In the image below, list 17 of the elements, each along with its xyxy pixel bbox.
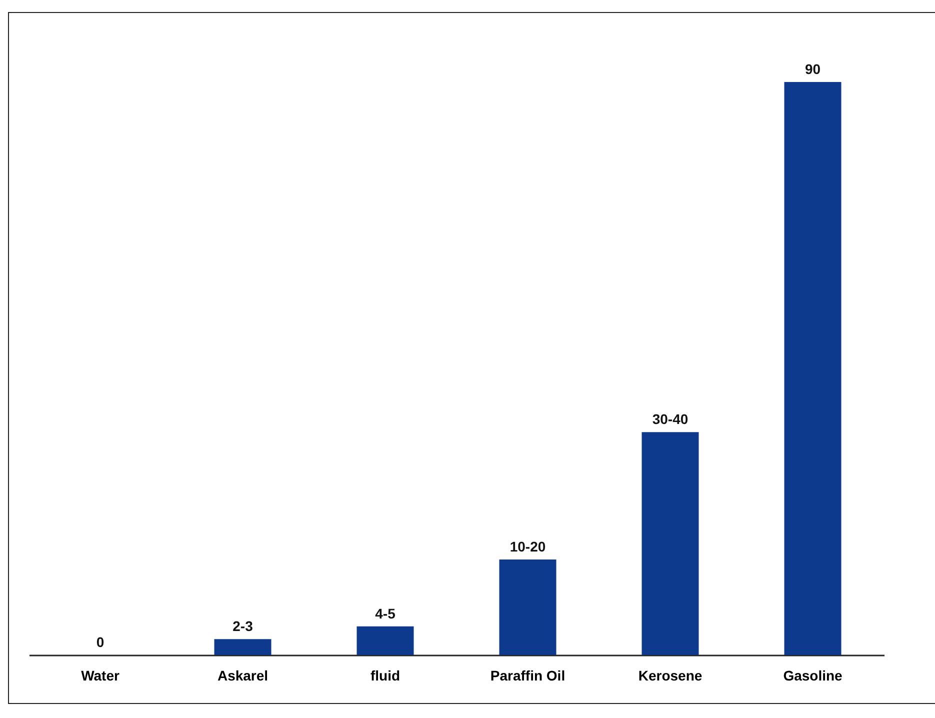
bar bbox=[499, 560, 556, 655]
bar bbox=[356, 626, 414, 655]
data-label: 30-40 bbox=[652, 411, 688, 428]
data-label: 0 bbox=[96, 634, 104, 650]
bar bbox=[642, 432, 699, 655]
x-tick-label: Water bbox=[81, 668, 120, 684]
x-tick-label: fluid bbox=[370, 668, 400, 684]
x-tick-label: Paraffin Oil bbox=[490, 668, 566, 684]
data-label: 90 bbox=[804, 61, 821, 77]
x-tick-label: Askarel bbox=[217, 668, 268, 684]
bar bbox=[784, 82, 842, 655]
x-tick-label: Kerosene bbox=[638, 668, 702, 684]
x-tick-label: Gasoline bbox=[783, 668, 843, 684]
bar bbox=[214, 639, 272, 655]
data-label: 2-3 bbox=[232, 618, 254, 634]
data-label: 10-20 bbox=[510, 538, 546, 554]
data-label: 4-5 bbox=[375, 605, 396, 622]
